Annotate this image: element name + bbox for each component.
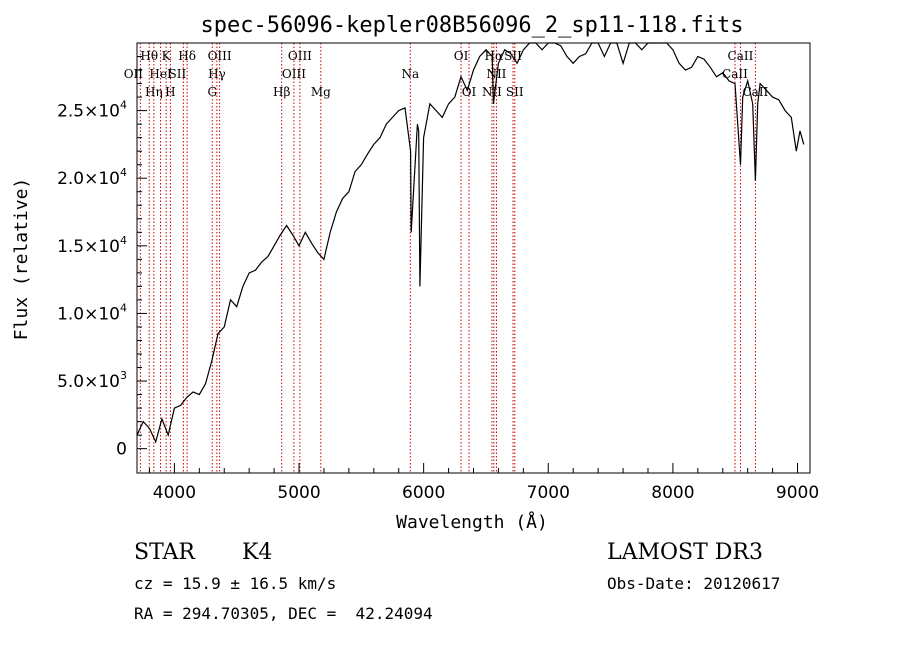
spectral-line-markers	[139, 43, 756, 473]
y-tick-label: 2.0×104	[57, 166, 127, 189]
line-label: OIII	[282, 67, 306, 81]
line-label: Hδ	[178, 49, 196, 63]
object-class: STAR	[134, 540, 195, 565]
x-tick-label: 8000	[651, 483, 694, 503]
object-subclass: K4	[242, 540, 273, 565]
coordinates: RA = 294.70305, DEC = 42.24094	[134, 604, 433, 623]
line-label: Na	[401, 67, 419, 81]
line-label: Hθ	[140, 49, 158, 63]
line-label: CaII	[728, 49, 754, 63]
line-label: NII	[482, 85, 502, 99]
line-label: SII	[169, 67, 187, 81]
line-label: OII	[124, 67, 144, 81]
y-tick-label: 2.5×104	[57, 99, 127, 122]
spectrum-line	[136, 42, 805, 444]
y-axis-label: Flux (relative)	[11, 178, 32, 341]
line-label: OIII	[208, 49, 232, 63]
line-label: SII	[506, 85, 524, 99]
y-axis: 0 5.0×103 1.0×104 1.5×104 2.0×104 2.5×104	[57, 56, 147, 460]
chart-title: spec-56096-kepler08B56096_2_sp11-118.fit…	[200, 13, 743, 38]
x-tick-label: 6000	[402, 483, 445, 503]
line-label: OIII	[288, 49, 312, 63]
y-tick-label: 1.0×104	[57, 301, 127, 324]
line-label: HeI	[149, 67, 172, 81]
line-label: OI	[454, 49, 469, 63]
line-label: Mg	[311, 85, 331, 99]
line-label: H	[165, 85, 175, 99]
y-tick-label: 1.5×104	[57, 234, 127, 257]
line-label: Hγ	[208, 67, 226, 81]
x-tick-label: 7000	[527, 483, 570, 503]
x-tick-label: 4000	[153, 483, 196, 503]
survey-name: LAMOST DR3	[607, 540, 763, 565]
obs-date: Obs-Date: 20120617	[607, 574, 781, 593]
x-tick-label: 5000	[277, 483, 320, 503]
x-tick-label: 9000	[776, 483, 819, 503]
x-axis-label: Wavelength (Å)	[396, 511, 548, 533]
plot-frame	[136, 42, 811, 474]
spectral-line-labels: OII Hθ Hη HeI K H SII Hδ G Hγ OIII Hβ OIII OIII Mg Na OI…	[124, 49, 769, 99]
line-label: OI	[462, 85, 477, 99]
line-label: CaII	[722, 67, 748, 81]
line-label: Hβ	[273, 85, 290, 99]
y-tick-label: 5.0×103	[57, 369, 127, 392]
line-label: G	[207, 85, 217, 99]
line-label: K	[162, 49, 172, 63]
redshift-text: cz = 15.9 ± 16.5 km/s	[134, 574, 337, 593]
line-label: Hη	[145, 85, 163, 99]
x-axis: 4000 5000 6000 7000 8000 9000	[148, 463, 819, 503]
y-tick-label: 0	[116, 440, 127, 460]
